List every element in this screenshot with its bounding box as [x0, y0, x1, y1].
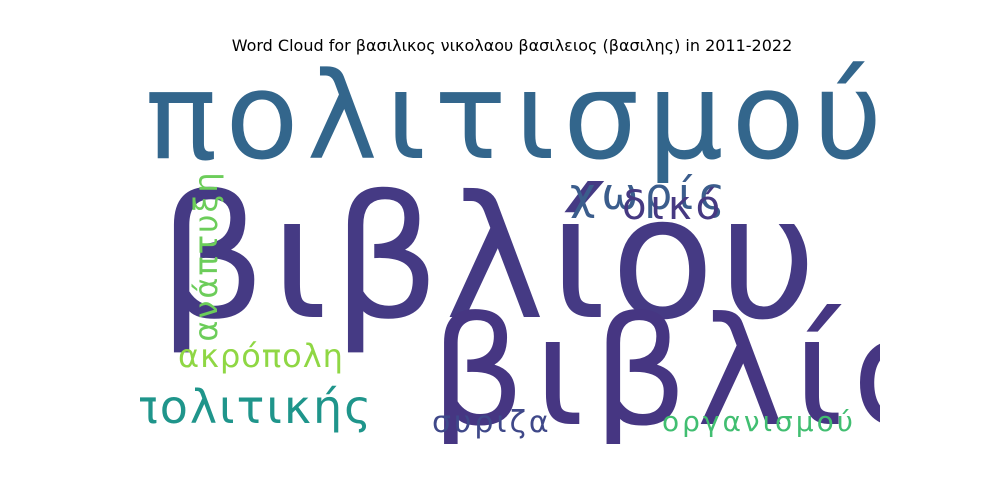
word-choris: χωρίς: [570, 169, 731, 220]
word-vivliou: βιβλίου: [158, 160, 822, 358]
word-vivlio: βιβλίο: [430, 286, 880, 444]
word-anaptyxi: ανάπτυξη: [187, 170, 225, 342]
word-organismou: οργανισμού: [662, 405, 856, 438]
word-politismou: πολιτισμού: [145, 56, 880, 187]
word-diko: δικό: [622, 183, 725, 229]
word-cloud-title: Word Cloud for βασιλικος νικολαου βασιλε…: [231, 36, 793, 55]
word-politikis: πολιτικής: [140, 380, 374, 434]
word-syriza: συριζα: [432, 405, 552, 440]
word-akropoli: ακρόπολη: [178, 337, 344, 375]
word-cloud: πολιτισμού βιβλίου βιβλίο πολιτικής χωρί…: [140, 56, 880, 445]
